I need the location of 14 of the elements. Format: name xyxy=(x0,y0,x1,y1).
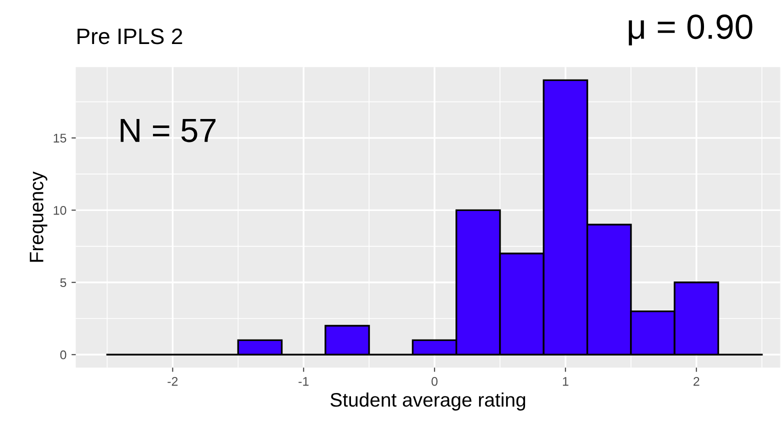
x-tick-label: -2 xyxy=(168,376,178,386)
x-tick-label: 0 xyxy=(432,376,438,386)
text: μ = 0.90 xyxy=(628,14,752,46)
chart-title: Pre IPLS 2 xyxy=(78,28,182,44)
x-tick-label: -1 xyxy=(298,377,309,386)
x-tick-label: 1 xyxy=(562,377,568,386)
annotation: N = 57 xyxy=(120,118,216,142)
x-axis-title: Student average rating xyxy=(330,392,526,411)
y-axis-title: Frequency xyxy=(30,171,48,262)
y-tick-label: 10 xyxy=(54,206,66,215)
y-tick-label: 0 xyxy=(60,350,66,360)
x-tick-label: 2 xyxy=(694,376,700,386)
y-tick-label: 5 xyxy=(60,278,66,288)
y-tick-label: 15 xyxy=(54,134,66,143)
